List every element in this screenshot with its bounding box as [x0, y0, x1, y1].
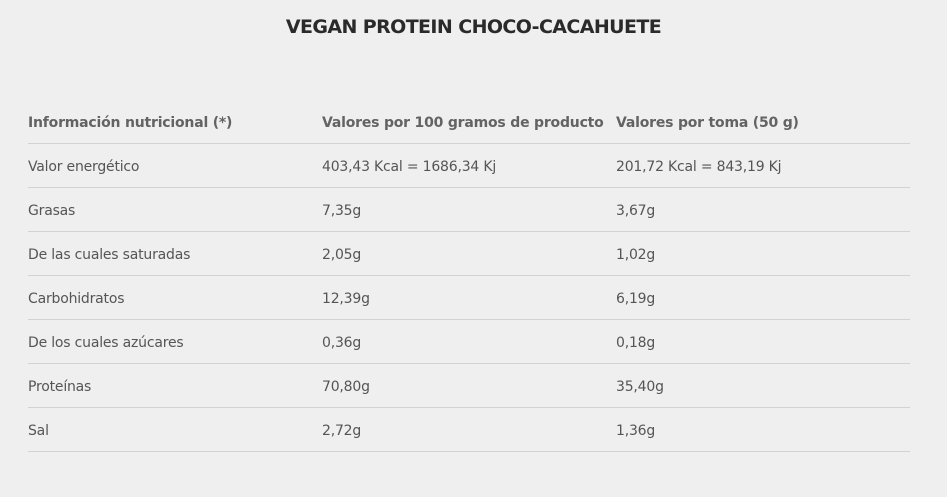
nutrient-name: De las cuales saturadas [28, 246, 191, 263]
value-per-100g: 2,72g [322, 422, 362, 439]
table-row: De las cuales saturadas 2,05g 1,02g [28, 232, 910, 276]
nutrient-name: Proteínas [28, 378, 92, 395]
nutrient-name: De los cuales azúcares [28, 334, 184, 351]
table-row: Sal 2,72g 1,36g [28, 408, 910, 452]
table-row: Grasas 7,35g 3,67g [28, 188, 910, 232]
header-per-100g: Valores por 100 gramos de producto [322, 114, 604, 131]
value-per-100g: 0,36g [322, 334, 362, 351]
value-per-serving: 201,72 Kcal = 843,19 Kj [616, 158, 782, 175]
page-title: VEGAN PROTEIN CHOCO-CACAHUETE [285, 16, 662, 38]
value-per-100g: 12,39g [322, 290, 370, 307]
nutrient-name: Grasas [28, 202, 76, 219]
table-row: Proteínas 70,80g 35,40g [28, 364, 910, 408]
value-per-serving: 0,18g [616, 334, 656, 351]
nutrient-name: Carbohidratos [28, 290, 125, 307]
value-per-serving: 3,67g [616, 202, 656, 219]
value-per-serving: 1,36g [616, 422, 656, 439]
table-row: De los cuales azúcares 0,36g 0,18g [28, 320, 910, 364]
table-row: Carbohidratos 12,39g 6,19g [28, 276, 910, 320]
value-per-serving: 1,02g [616, 246, 656, 263]
table-row: Valor energético 403,43 Kcal = 1686,34 K… [28, 144, 910, 188]
value-per-serving: 6,19g [616, 290, 656, 307]
nutrition-table: Información nutricional (*) Valores por … [28, 100, 910, 452]
value-per-100g: 70,80g [322, 378, 370, 395]
nutrient-name: Valor energético [28, 158, 140, 175]
table-header-row: Información nutricional (*) Valores por … [28, 100, 910, 144]
value-per-100g: 7,35g [322, 202, 362, 219]
nutrient-name: Sal [28, 422, 49, 439]
value-per-100g: 2,05g [322, 246, 362, 263]
header-per-serving: Valores por toma (50 g) [616, 114, 799, 131]
value-per-serving: 35,40g [616, 378, 664, 395]
header-nutrition-info: Información nutricional (*) [28, 114, 233, 131]
value-per-100g: 403,43 Kcal = 1686,34 Kj [322, 158, 497, 175]
